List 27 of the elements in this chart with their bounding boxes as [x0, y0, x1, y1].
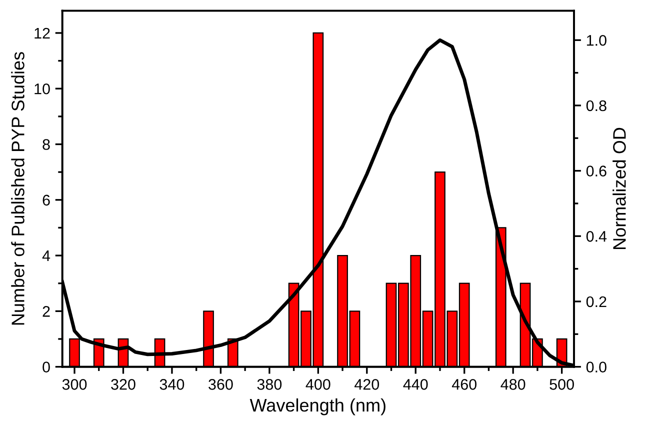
x-tick-label: 460 — [452, 379, 477, 390]
y-tick-label: 4 — [42, 250, 50, 262]
x-tick-label: 320 — [111, 379, 136, 390]
y2-tick-label: 0.8 — [586, 100, 606, 112]
y2-tick-label: 0.6 — [586, 166, 606, 176]
x-tick-label: 480 — [500, 379, 526, 390]
x-tick-label: 400 — [306, 379, 330, 390]
x-tick-label: 380 — [257, 379, 282, 390]
x-tick-label: 340 — [160, 379, 184, 390]
y2-tick-label: 0.4 — [586, 230, 607, 242]
y-axis-title: Number of Published PYP Studies — [11, 52, 24, 325]
y-tick-label: 0 — [42, 362, 50, 372]
y2-axis-title: Normalized OD — [612, 128, 626, 249]
x-axis-title: Wavelength (nm) — [250, 398, 386, 416]
y2-tick-label: 1.0 — [586, 34, 606, 46]
y-tick-label: 8 — [42, 139, 50, 150]
y-tick-label: 10 — [34, 83, 50, 94]
y-tick-label: 2 — [42, 306, 50, 317]
y2-tick-label: 0.0 — [586, 362, 606, 372]
x-tick-label: 420 — [354, 379, 380, 390]
y2-tick-label: 0.2 — [586, 296, 606, 308]
x-tick-label: 360 — [208, 379, 233, 390]
y-tick-label: 12 — [34, 28, 50, 39]
x-tick-label: 300 — [62, 379, 87, 390]
x-tick-label: 500 — [550, 379, 574, 390]
x-tick-label: 440 — [403, 379, 428, 390]
y-tick-label: 6 — [42, 194, 50, 206]
